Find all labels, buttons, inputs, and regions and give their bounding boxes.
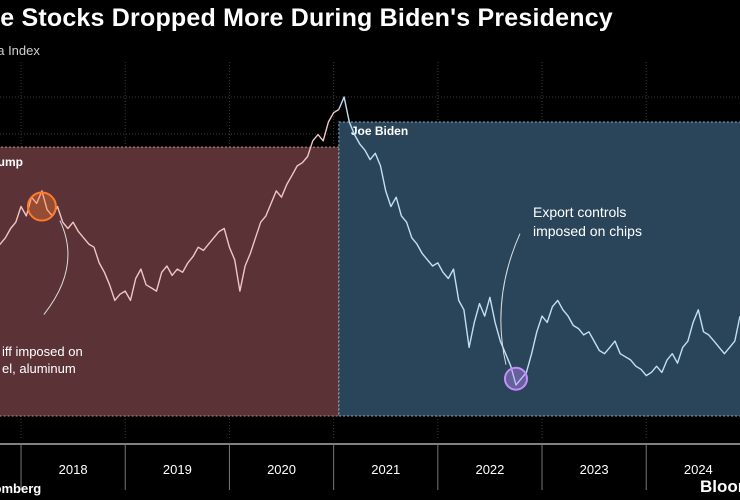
biden-period-region: [338, 121, 740, 417]
tariff-annotation-text: iff imposed on: [2, 344, 83, 359]
tariff-annotation-leader: [43, 220, 69, 315]
brand-logo-text: Bloom: [700, 477, 740, 496]
source-label: loomberg: [0, 481, 42, 496]
tariff-annotation-marker: [26, 191, 57, 222]
chips-annotation-marker: [503, 366, 528, 391]
x-tick-label-2019: 2019: [163, 462, 192, 477]
chips-annotation-text: imposed on chips: [533, 223, 642, 239]
chart-title: ese Stocks Dropped More During Biden's P…: [0, 4, 613, 32]
chips-annotation-text: Export controls: [533, 204, 626, 220]
x-tick-label-2021: 2021: [371, 462, 400, 477]
biden-series-line: [338, 96, 740, 386]
chart-subtitle: na Index: [0, 43, 40, 58]
x-tick-label-2018: 2018: [59, 462, 88, 477]
trump-period-region: [0, 146, 340, 417]
trump-period-label: rump: [0, 155, 23, 169]
x-tick-label-2020: 2020: [267, 462, 296, 477]
x-tick-label-2022: 2022: [475, 462, 504, 477]
tariff-annotation-text: el, aluminum: [2, 361, 76, 376]
x-tick-label-2024: 2024: [684, 462, 713, 477]
x-tick-label-2023: 2023: [580, 462, 609, 477]
chips-annotation-leader: [500, 233, 521, 365]
biden-period-label: Joe Biden: [351, 124, 408, 138]
